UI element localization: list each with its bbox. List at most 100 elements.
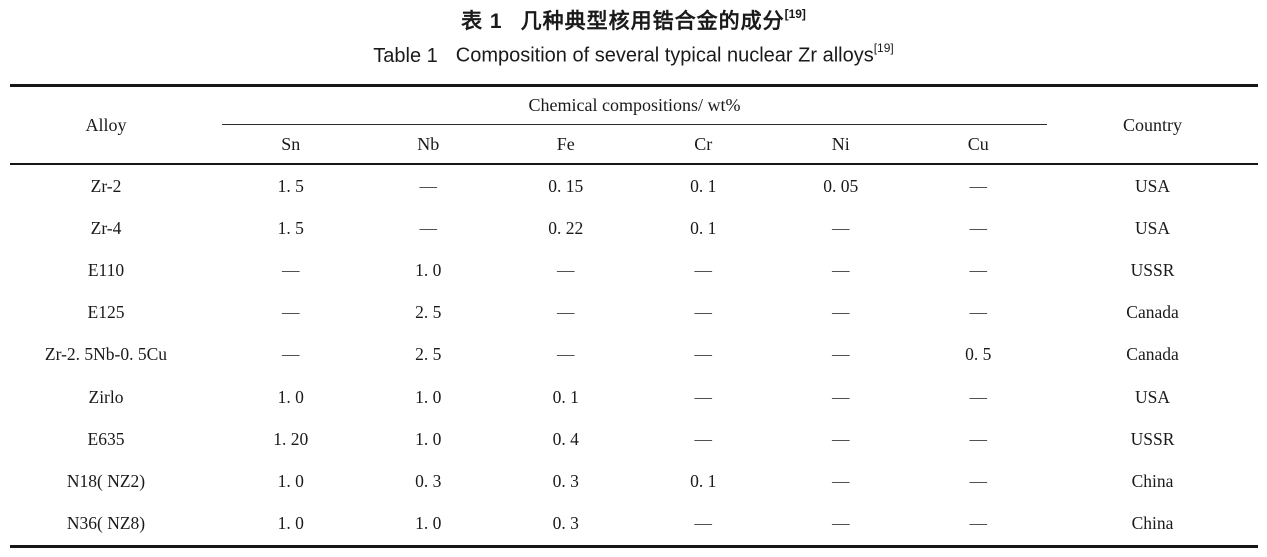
cell-nb: 1. 0 — [415, 428, 442, 449]
cell-nb: 2. 5 — [415, 302, 442, 323]
cell-cu: — — [969, 259, 988, 280]
caption-zh-text: 几种典型核用锆合金的成分 — [520, 10, 785, 33]
table-row: N36( NZ8) 1. 0 1. 0 0. 3 — — — China — [10, 503, 1258, 547]
cell-sn: 1. 5 — [277, 217, 304, 238]
cell-ni: — — [832, 259, 850, 280]
cell-country: USSR — [1130, 428, 1175, 449]
composition-table: Alloy Chemical compositions/ wt% Country… — [10, 84, 1259, 548]
cell-alloy: E125 — [87, 302, 125, 323]
cell-alloy: N36( NZ8) — [66, 513, 146, 534]
col-header-ni: Ni — [831, 133, 850, 154]
cell-cr: 0. 1 — [690, 470, 717, 491]
cell-sn: — — [282, 259, 300, 280]
table-body: Zr-2 1. 5 — 0. 15 0. 1 0. 05 — USA Zr-4 … — [10, 162, 1259, 547]
cell-sn: 1. 0 — [277, 513, 304, 534]
cell-ni: 0. 05 — [772, 162, 910, 208]
cell-nb: 2. 5 — [415, 344, 442, 365]
caption-en-label: Table 1 — [373, 44, 438, 67]
table-row: E635 1. 20 1. 0 0. 4 — — — USSR — [10, 418, 1258, 460]
cell-fe: 0. 22 — [548, 217, 584, 238]
cell-cr: — — [694, 344, 713, 365]
table-row: Zr-2 1. 5 — 0. 15 0. 1 0. 05 — USA — [10, 162, 1259, 208]
cell-alloy: Zr-2. 5Nb-0. 5Cu — [44, 344, 168, 365]
cell-alloy: E110 — [87, 259, 125, 280]
cell-fe: — — [557, 302, 575, 323]
col-header-fe: Fe — [556, 133, 575, 154]
cell-sn: 1. 5 — [222, 162, 360, 208]
cell-cr: — — [694, 428, 713, 449]
cell-ni: — — [832, 217, 850, 238]
cell-cu: — — [969, 217, 988, 238]
col-header-alloy: Alloy — [85, 114, 127, 135]
cell-alloy: Zr-2 — [10, 162, 222, 208]
cell-country: China — [1131, 513, 1174, 534]
cell-country: China — [1131, 470, 1174, 491]
table-row: Zr-2. 5Nb-0. 5Cu — 2. 5 — — — 0. 5 Canad… — [10, 334, 1258, 376]
cell-country: USA — [1047, 162, 1259, 208]
cell-ni: — — [832, 428, 850, 449]
col-header-sn: Sn — [281, 133, 301, 154]
table-row: Zr-4 1. 5 — 0. 22 0. 1 — — USA — [10, 207, 1258, 249]
header-row-group: Alloy Chemical compositions/ wt% Country — [10, 85, 1258, 135]
cell-cr: — — [694, 386, 713, 407]
cell-cr: — — [694, 302, 713, 323]
cell-country: Canada — [1126, 344, 1179, 365]
col-header-cr: Cr — [694, 133, 713, 154]
cell-sn: 1. 0 — [277, 470, 304, 491]
citation-ref-en: [19] — [873, 41, 894, 55]
col-header-nb: Nb — [417, 133, 440, 154]
cell-country: USSR — [1130, 259, 1175, 280]
cell-sn: — — [282, 344, 300, 365]
table-caption-en: Table 1 Composition of several typical nu… — [0, 41, 1267, 68]
cell-cu: — — [969, 386, 988, 407]
cell-nb: 1. 0 — [415, 513, 442, 534]
cell-fe: 0. 3 — [552, 513, 579, 534]
cell-fe: 0. 1 — [552, 386, 579, 407]
table-row: N18( NZ2) 1. 0 0. 3 0. 3 0. 1 — — China — [10, 460, 1258, 502]
cell-country: USA — [1135, 386, 1171, 407]
cell-sn: — — [282, 302, 300, 323]
cell-cu: — — [969, 302, 988, 323]
citation-ref-zh: [19] — [784, 7, 806, 21]
cell-cu: — — [909, 162, 1048, 208]
cell-cr: — — [694, 259, 713, 280]
cell-fe: — — [557, 259, 575, 280]
cell-nb: — — [359, 162, 497, 208]
cell-nb: — — [419, 217, 438, 238]
cell-ni: — — [832, 470, 850, 491]
cell-sn: 1. 20 — [273, 428, 309, 449]
cell-country: Canada — [1126, 302, 1179, 323]
cell-cu: — — [969, 513, 988, 534]
cell-alloy: N18( NZ2) — [66, 470, 146, 491]
cell-fe: 0. 3 — [552, 470, 579, 491]
table-caption-zh: 表 1 几种典型核用锆合金的成分[19] — [0, 5, 1267, 35]
cell-alloy: Zr-4 — [90, 217, 122, 238]
cell-fe: — — [557, 344, 575, 365]
cell-nb: 0. 3 — [415, 470, 442, 491]
table-header: Alloy Chemical compositions/ wt% Country… — [10, 85, 1258, 165]
table-row: Zirlo 1. 0 1. 0 0. 1 — — — USA — [10, 376, 1258, 418]
cell-nb: 1. 0 — [415, 386, 442, 407]
cell-sn: 1. 0 — [277, 386, 304, 407]
cell-ni: — — [832, 386, 850, 407]
col-header-cu: Cu — [967, 133, 989, 154]
cell-ni: — — [832, 302, 850, 323]
cell-cu: — — [969, 428, 988, 449]
header-row-elements: Sn Nb Fe Cr Ni Cu — [10, 125, 1258, 165]
caption-zh-label: 表 1 — [461, 10, 503, 33]
cell-cr: 0. 1 — [634, 162, 772, 208]
cell-ni: — — [832, 344, 850, 365]
cell-fe: 0. 15 — [497, 162, 635, 208]
cell-country: USA — [1135, 217, 1171, 238]
cell-alloy: Zirlo — [88, 386, 124, 407]
cell-alloy: E635 — [87, 428, 125, 449]
col-header-country: Country — [1123, 114, 1183, 135]
cell-cr: — — [694, 513, 713, 534]
table-row: E110 — 1. 0 — — — — USSR — [10, 249, 1258, 291]
cell-cu: 0. 5 — [965, 344, 992, 365]
cell-nb: 1. 0 — [415, 259, 442, 280]
cell-cu: — — [969, 470, 988, 491]
cell-cr: 0. 1 — [690, 217, 717, 238]
caption-en-text: Composition of several typical nuclear Z… — [455, 44, 874, 67]
